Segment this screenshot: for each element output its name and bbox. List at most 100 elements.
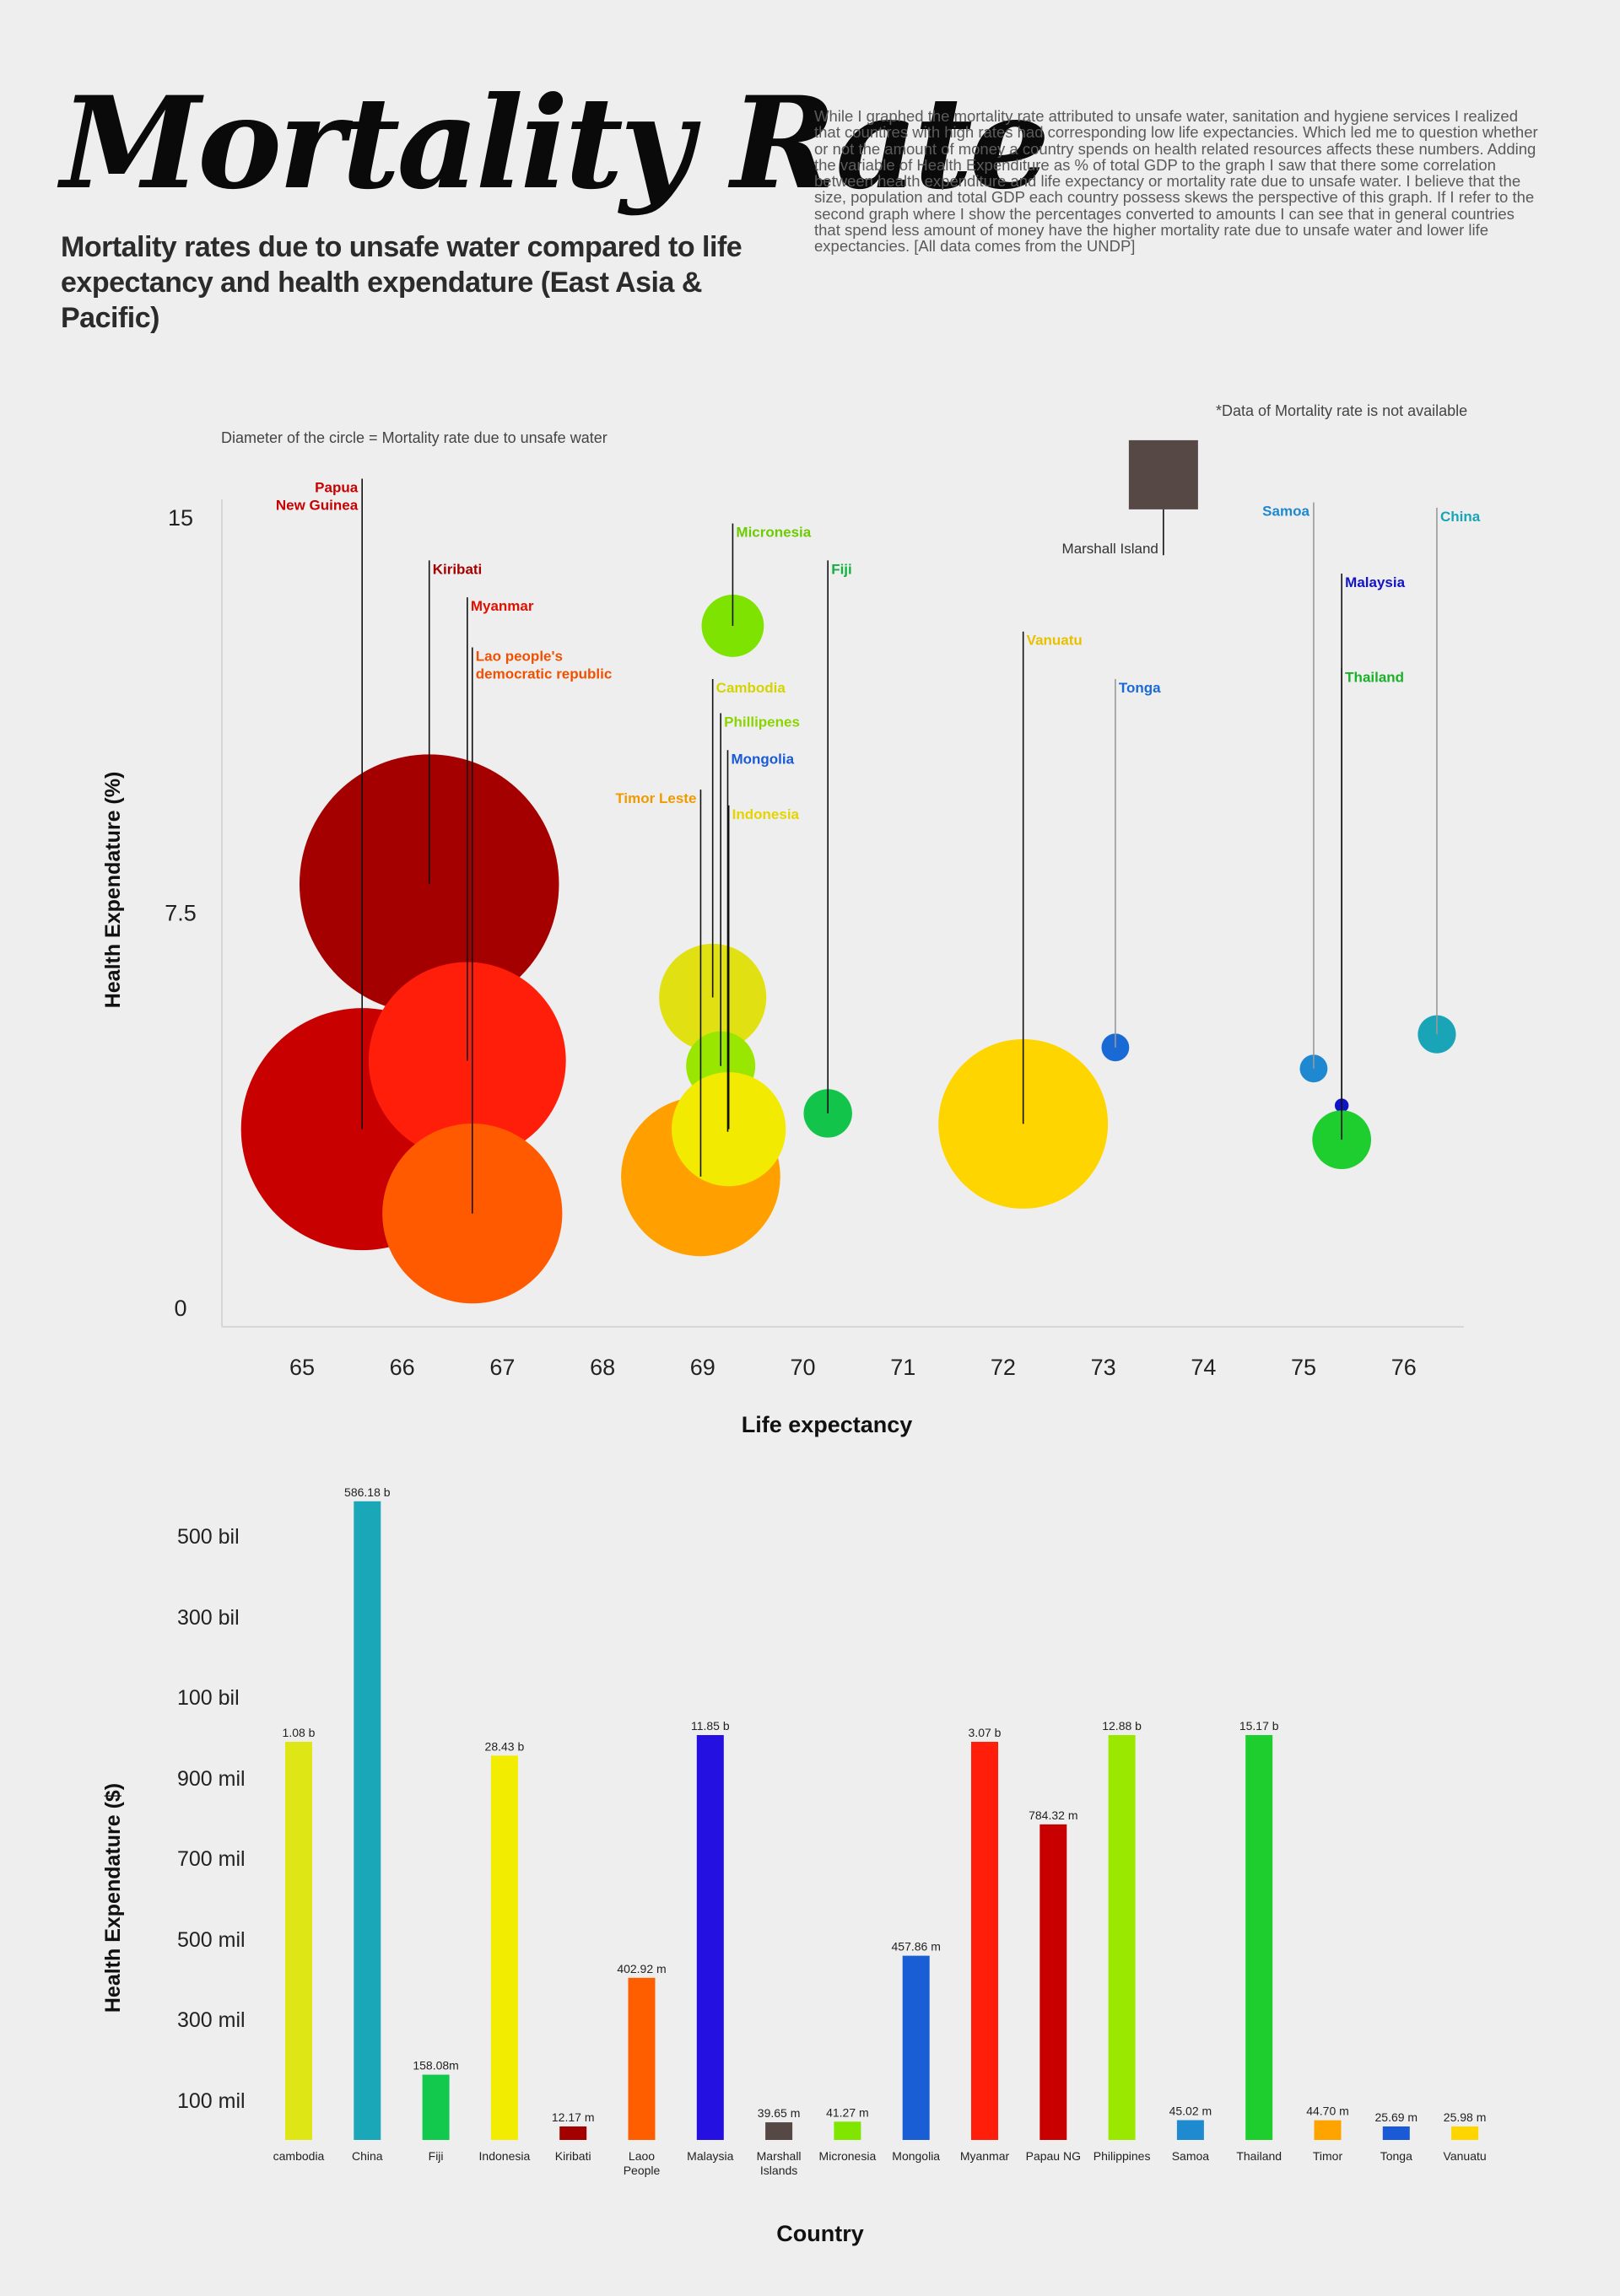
bubble-label-indonesia: Indonesia: [732, 806, 800, 822]
bar-value-label-cambodia: 1.08 b: [283, 1726, 316, 1739]
x-tick-label: 73: [1091, 1355, 1116, 1380]
bar-value-label-kiribati: 12.17 m: [552, 2110, 595, 2124]
bar-thailand: [1245, 1735, 1273, 2140]
bar-category-label-thailand: Thailand: [1236, 2149, 1282, 2163]
bar-chart: 100 mil 300 mil 500 mil 700 mil 900 mil 100 b…: [101, 1485, 1487, 2246]
bar-category-label-micronesia: Micronesia: [819, 2149, 877, 2163]
x-tick-label: 69: [690, 1355, 716, 1380]
bubble-label-china: China: [1440, 509, 1481, 525]
x-tick-label: 65: [289, 1355, 315, 1380]
bar-y-tick-label: 900 mil: [177, 1767, 246, 1791]
bar-value-label-timor: 44.70 m: [1306, 2105, 1349, 2118]
x-tick-label: 68: [590, 1355, 615, 1380]
bar-value-label-philippines: 12.88 b: [1102, 1719, 1142, 1733]
bubble-chart: Papua New Guinea Kiribati Myanmar Lao people…: [101, 402, 1481, 1437]
bar-indonesia: [490, 1755, 518, 2140]
bar-y-tick-label: 700 mil: [177, 1847, 246, 1871]
bubble-label-thailand: Thailand: [1345, 669, 1404, 685]
bar-category-label-vanuatu: Vanuatu: [1444, 2149, 1487, 2163]
bar-fiji: [422, 2074, 450, 2140]
bar-marshall-islands: [765, 2122, 793, 2140]
bubble-label-lao-people-s-democratic-republic: Lao people's democratic republic: [476, 648, 613, 682]
x-tick-label: 67: [489, 1355, 515, 1380]
bar-x-axis-label: Country: [776, 2221, 864, 2246]
bubble-label-fiji: Fiji: [831, 561, 852, 577]
bubble-label-micronesia: Micronesia: [736, 525, 811, 541]
bar-samoa: [1176, 2120, 1204, 2140]
bubble-label-samoa: Samoa: [1262, 504, 1310, 520]
bubble-label-cambodia: Cambodia: [716, 680, 786, 696]
bar-value-label-myanmar: 3.07 b: [969, 1726, 1002, 1739]
bar-timor: [1314, 2120, 1342, 2140]
missing-data-label: Marshall Island: [1062, 541, 1158, 557]
bar-category-label-marshall-islands: Marshall Islands: [757, 2149, 802, 2177]
bar-category-label-fiji: Fiji: [429, 2149, 444, 2163]
bar-value-label-thailand: 15.17 b: [1239, 1719, 1279, 1733]
bubble-label-myanmar: Myanmar: [471, 598, 534, 614]
bar-myanmar: [971, 1742, 998, 2140]
x-tick-label: 71: [890, 1355, 915, 1380]
bar-y-tick-label: 100 bil: [177, 1686, 240, 1710]
bar-y-tick-label: 300 bil: [177, 1606, 240, 1630]
bar-y-tick-label: 500 mil: [177, 1928, 246, 1952]
bubble-size-note: Diameter of the circle = Mortality rate …: [221, 429, 608, 446]
bar-china: [354, 1501, 381, 2140]
bar-value-label-laoo-people: 402.92 m: [617, 1962, 666, 1975]
bar-category-label-myanmar: Myanmar: [960, 2149, 1010, 2163]
missing-data-square: [1128, 439, 1198, 509]
bar-value-label-china: 586.18 b: [344, 1485, 391, 1499]
bubble-label-kiribati: Kiribati: [433, 561, 483, 577]
page-description: While I graphed the mortality rate attri…: [814, 107, 1538, 256]
x-axis-label: Life expectancy: [742, 1412, 913, 1437]
bar-category-label-timor: Timor: [1313, 2149, 1343, 2163]
bar-y-tick-label: 100 mil: [177, 2089, 246, 2113]
bar-category-label-china: China: [352, 2149, 383, 2163]
bubble-label-phillipenes: Phillipenes: [724, 714, 800, 730]
page-subtitle: Mortality rates due to unsafe water comp…: [61, 231, 742, 334]
y-tick-label: 15: [168, 505, 193, 531]
bar-value-label-vanuatu: 25.98 m: [1444, 2110, 1487, 2124]
bar-y-tick-label: 500 bil: [177, 1525, 240, 1549]
bubble-label-malaysia: Malaysia: [1345, 574, 1405, 590]
bar-y-axis-label: Health Expendature ($): [101, 1783, 125, 2013]
bar-category-label-mongolia: Mongolia: [892, 2149, 940, 2163]
bar-category-label-philippines: Philippines: [1094, 2149, 1151, 2163]
bar-value-label-indonesia: 28.43 b: [485, 1739, 525, 1753]
bar-kiribati: [559, 2126, 587, 2140]
bar-value-label-malaysia: 11.85 b: [691, 1719, 730, 1733]
bubble-label-vanuatu: Vanuatu: [1027, 633, 1083, 649]
bar-category-label-laoo-people: Laoo People: [624, 2149, 661, 2177]
bar-value-label-papau-ng: 784.32 m: [1029, 1808, 1077, 1822]
bar-cambodia: [285, 1742, 312, 2140]
bubble-label-mongolia: Mongolia: [731, 751, 794, 767]
x-tick-label: 76: [1391, 1355, 1417, 1380]
bar-micronesia: [834, 2121, 861, 2140]
bar-value-label-tonga: 25.69 m: [1375, 2110, 1418, 2124]
bar-vanuatu: [1451, 2126, 1479, 2140]
bar-value-label-marshall-islands: 39.65 m: [758, 2106, 801, 2120]
x-tick-label: 66: [390, 1355, 415, 1380]
bar-category-label-samoa: Samoa: [1172, 2149, 1210, 2163]
page-title: Mortality Rate: [61, 69, 1050, 218]
y-tick-label: 0: [174, 1296, 186, 1321]
bar-philippines: [1108, 1735, 1136, 2140]
bar-category-label-indonesia: Indonesia: [479, 2149, 531, 2163]
bar-value-label-fiji: 158.08m: [413, 2059, 458, 2072]
bar-category-label-papau-ng: Papau NG: [1026, 2149, 1081, 2163]
x-tick-label: 74: [1191, 1355, 1216, 1380]
bar-y-tick-label: 300 mil: [177, 2008, 246, 2032]
bar-value-label-mongolia: 457.86 m: [892, 1940, 941, 1954]
bar-value-label-samoa: 45.02 m: [1169, 2105, 1212, 2118]
y-tick-label: 7.5: [165, 901, 197, 926]
bar-value-label-micronesia: 41.27 m: [826, 2105, 869, 2119]
x-tick-label: 70: [790, 1355, 815, 1380]
bar-mongolia: [902, 1955, 930, 2140]
bubble-label-timor-leste: Timor Leste: [615, 790, 696, 806]
bar-category-label-tonga: Tonga: [1380, 2149, 1412, 2163]
x-tick-label: 72: [991, 1355, 1016, 1380]
bar-malaysia: [696, 1735, 724, 2140]
bar-papau-ng: [1040, 1824, 1067, 2140]
bar-tonga: [1382, 2126, 1410, 2140]
bar-category-label-cambodia: cambodia: [273, 2149, 325, 2163]
bar-laoo-people: [628, 1977, 656, 2140]
